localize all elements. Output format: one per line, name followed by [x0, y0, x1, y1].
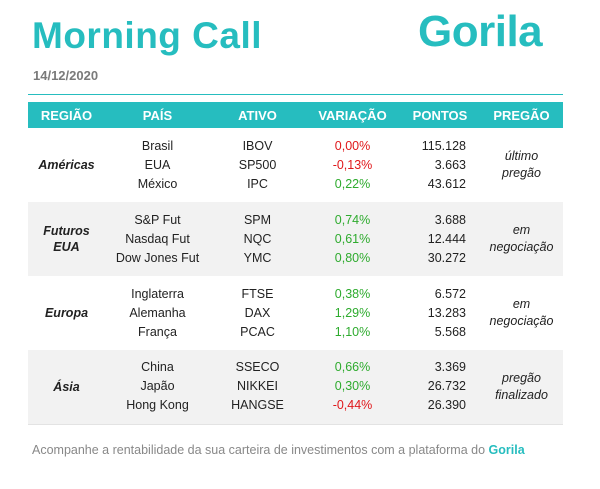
country-name: Nasdaq Fut: [125, 231, 190, 246]
variation-value-cell: 0,74% 0,61% 0,80%: [305, 202, 400, 276]
header-divider: [28, 94, 563, 95]
country-name: Alemanha: [129, 305, 186, 320]
gorila-logo: Gorila: [418, 7, 543, 56]
asset-code: IPC: [247, 176, 268, 191]
country-name: S&P Fut: [134, 212, 181, 227]
column-header-region: REGIÃO: [28, 102, 105, 128]
points-value: 26.390: [427, 398, 466, 413]
country-name: Inglaterra: [131, 286, 184, 301]
variation-value: 0,66%: [334, 360, 371, 375]
variation-value: 0,80%: [334, 250, 371, 265]
asset-code: PCAC: [240, 324, 275, 339]
points-value: 30.272: [427, 250, 466, 265]
points-value-cell: 3.688 12.444 30.272: [400, 202, 480, 276]
variation-value: 0,22%: [334, 176, 371, 191]
asset-code: SPM: [243, 212, 272, 227]
region-name: Europa: [44, 306, 89, 320]
column-header-asset: ATIVO: [210, 102, 305, 128]
points-value: 12.444: [427, 231, 466, 246]
points-value: 6.572: [434, 286, 466, 301]
region-group-row: Europa Inglaterra Alemanha França FTSE DAX PCA…: [28, 276, 563, 350]
country-name-cell: China Japão Hong Kong: [105, 350, 210, 424]
asset-code: IBOV: [242, 138, 273, 153]
region-name: Américas: [38, 158, 95, 172]
points-value: 3.663: [434, 157, 466, 172]
variation-value-cell: 0,38% 1,29% 1,10%: [305, 276, 400, 350]
variation-value: 0,00%: [334, 138, 371, 153]
variation-value-cell: 0,00% -0,13% 0,22%: [305, 128, 400, 202]
points-value: 13.283: [427, 305, 466, 320]
footer-note: Acompanhe a rentabilidade da sua carteir…: [32, 443, 525, 457]
footer-brand-link[interactable]: Gorila: [488, 443, 525, 457]
country-name: EUA: [144, 157, 171, 172]
session-status: último pregão: [502, 149, 541, 180]
variation-value: 0,74%: [334, 212, 371, 227]
variation-value: -0,13%: [332, 157, 373, 172]
session-status: em negociação: [489, 223, 554, 254]
variation-value: 1,29%: [334, 305, 371, 320]
asset-code-cell: IBOV SP500 IPC: [210, 128, 305, 202]
region-group-row: Futuros EUA S&P Fut Nasdaq Fut Dow Jones Fu…: [28, 202, 563, 276]
asset-code: HANGSE: [231, 398, 284, 413]
column-header-variation: VARIAÇÃO: [305, 102, 400, 128]
table-header-row: REGIÃO PAÍS ATIVO VARIAÇÃO PONTOS PREGÃO: [28, 102, 563, 128]
variation-value: 0,38%: [334, 286, 371, 301]
variation-value: 0,61%: [334, 231, 371, 246]
market-table: REGIÃO PAÍS ATIVO VARIAÇÃO PONTOS PREGÃO…: [28, 102, 563, 425]
asset-code: SSECO: [235, 360, 280, 375]
session-status: pregão finalizado: [495, 370, 548, 402]
points-value: 26.732: [427, 379, 466, 394]
asset-code: FTSE: [241, 286, 274, 301]
country-name: Hong Kong: [126, 398, 189, 413]
country-name: França: [138, 324, 177, 339]
region-group-row: Américas Brasil EUA México IBOV SP500 IPC 0,00%…: [28, 128, 563, 202]
column-header-session: PREGÃO: [480, 102, 563, 128]
points-value: 43.612: [427, 176, 466, 191]
asset-code: NIKKEI: [237, 379, 278, 394]
country-name: Japão: [140, 379, 175, 394]
page-title: Morning Call: [32, 15, 263, 56]
footer-text: Acompanhe a rentabilidade da sua carteir…: [32, 443, 486, 457]
region-name: Ásia: [53, 379, 80, 394]
column-header-points: PONTOS: [400, 102, 480, 128]
country-name: México: [137, 176, 178, 191]
country-name: Dow Jones Fut: [115, 250, 200, 265]
country-name: Brasil: [141, 138, 174, 153]
points-value-cell: 3.369 26.732 26.390: [400, 350, 480, 424]
session-status: em negociação: [489, 297, 554, 328]
asset-code: NQC: [243, 231, 272, 246]
points-value-cell: 6.572 13.283 5.568: [400, 276, 480, 350]
variation-value-cell: 0,66% 0,30% -0,44%: [305, 350, 400, 424]
asset-code: DAX: [244, 305, 271, 320]
asset-code: YMC: [243, 250, 272, 265]
region-name: Futuros EUA: [43, 224, 90, 254]
report-date: 14/12/2020: [33, 68, 99, 83]
points-value: 5.568: [434, 324, 466, 339]
points-value: 115.128: [421, 138, 466, 153]
asset-code-cell: SPM NQC YMC: [210, 202, 305, 276]
country-name-cell: Brasil EUA México: [105, 128, 210, 202]
region-group-row: Ásia China Japão Hong Kong SSECO NIKKEI HANGSE…: [28, 350, 563, 424]
variation-value: -0,44%: [332, 398, 373, 413]
asset-code: SP500: [238, 157, 277, 172]
points-value: 3.369: [434, 360, 466, 375]
points-value-cell: 115.128 3.663 43.612: [400, 128, 480, 202]
country-name: China: [141, 360, 174, 375]
asset-code-cell: FTSE DAX PCAC: [210, 276, 305, 350]
column-header-country: PAÍS: [105, 102, 210, 128]
points-value: 3.688: [434, 212, 466, 227]
country-name-cell: Inglaterra Alemanha França: [105, 276, 210, 350]
variation-value: 0,30%: [334, 379, 371, 394]
variation-value: 1,10%: [334, 324, 371, 339]
country-name-cell: S&P Fut Nasdaq Fut Dow Jones Fut: [105, 202, 210, 276]
asset-code-cell: SSECO NIKKEI HANGSE: [210, 350, 305, 424]
